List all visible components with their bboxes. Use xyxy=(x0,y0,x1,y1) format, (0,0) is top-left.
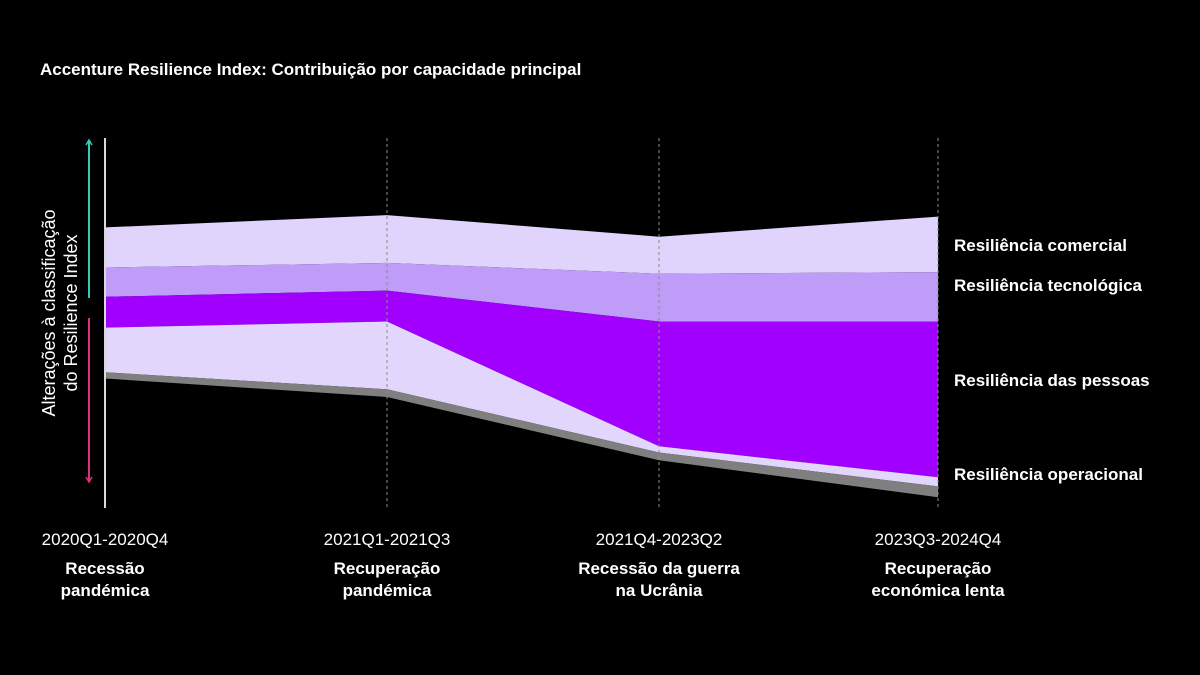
period-name-line: Recuperação xyxy=(884,559,992,578)
y-axis-label-line: Alterações à classificação xyxy=(39,209,59,417)
period-label: 2021Q1-2021Q3 Recuperação pandémica xyxy=(267,530,507,602)
area-resiliência-operacional xyxy=(105,321,938,487)
area-resiliência-das-pessoas xyxy=(105,290,938,478)
vertical-guides xyxy=(104,138,939,508)
down-arrow-head xyxy=(85,476,93,484)
area-resiliência-comercial xyxy=(105,215,938,274)
y-axis-label: Alterações à classificação do Resilience… xyxy=(38,209,82,416)
period-range: 2021Q4-2023Q2 xyxy=(595,530,723,549)
period-label: 2023Q3-2024Q4 Recuperação económica lent… xyxy=(818,530,1058,602)
chart-title: Accenture Resilience Index: Contribuição… xyxy=(40,60,582,79)
period-range: 2021Q1-2021Q3 xyxy=(323,530,451,549)
period-range: 2023Q3-2024Q4 xyxy=(874,530,1002,549)
period-range: 2020Q1-2020Q4 xyxy=(41,530,169,549)
period-name-line: na Ucrânia xyxy=(615,581,703,600)
period-label: 2020Q1-2020Q4 Recessão pandémica xyxy=(0,530,225,602)
series-label-comercial: Resiliência comercial xyxy=(954,236,1127,255)
y-axis-label-line: do Resilience Index xyxy=(61,234,81,392)
series-label-pessoas: Resiliência das pessoas xyxy=(954,371,1150,390)
period-name-line: económica lenta xyxy=(871,581,1005,600)
period-name-line: Recessão da guerra xyxy=(578,559,740,578)
period-label: 2021Q4-2023Q2 Recessão da guerra na Ucrâ… xyxy=(539,530,779,602)
series-label-operacional: Resiliência operacional xyxy=(954,465,1143,484)
area-layers xyxy=(105,215,938,498)
axis-arrows xyxy=(85,138,93,484)
period-name-line: pandémica xyxy=(342,581,432,600)
area-baseline-shadow xyxy=(105,372,938,498)
area-resiliência-tecnológica xyxy=(105,262,938,322)
period-name-line: pandémica xyxy=(60,581,150,600)
up-arrow-head xyxy=(85,138,93,146)
series-label-tecnologica: Resiliência tecnológica xyxy=(954,276,1143,295)
period-name-line: Recuperação xyxy=(333,559,441,578)
period-name-line: Recessão xyxy=(65,559,145,578)
